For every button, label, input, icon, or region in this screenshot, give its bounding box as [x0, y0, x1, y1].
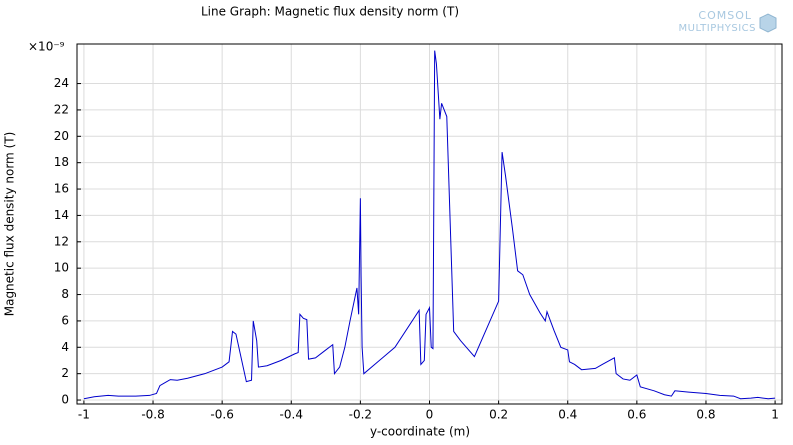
y-tick-label: 4: [61, 340, 69, 354]
x-tick-label: 0.8: [696, 408, 715, 422]
y-tick-label: 2: [61, 366, 69, 380]
y-axis-label: Magnetic flux density norm (T): [3, 132, 17, 317]
x-tick-label: 0.4: [558, 408, 577, 422]
y-tick-label: 14: [54, 208, 69, 222]
logo-icon: [759, 13, 777, 33]
y-tick-label: 16: [54, 182, 69, 196]
x-tick-label: -0.2: [349, 408, 372, 422]
x-tick-label: 1: [771, 408, 779, 422]
x-tick-label: -0.6: [210, 408, 233, 422]
y-multiplier: ×10⁻⁹: [28, 40, 65, 54]
y-tick-label: 18: [54, 155, 69, 169]
x-tick-label: -0.4: [280, 408, 303, 422]
y-tick-label: 10: [54, 261, 69, 275]
logo: COMSOL MULTIPHYSICS: [679, 9, 777, 34]
x-tick-label: 0.2: [489, 408, 508, 422]
y-tick-label: 6: [61, 313, 69, 327]
y-tick-label: 8: [61, 287, 69, 301]
plot-frame: [76, 43, 783, 405]
y-tick-label: 12: [54, 234, 69, 248]
y-tick-label: 22: [54, 102, 69, 116]
x-tick-label: 0.6: [627, 408, 646, 422]
chart-title: Line Graph: Magnetic flux density norm (…: [201, 5, 459, 19]
y-tick-label: 20: [54, 129, 69, 143]
data-line: [83, 50, 776, 400]
x-tick-label: -1: [78, 408, 90, 422]
logo-text: MULTIPHYSICS: [679, 23, 756, 34]
x-tick-label: 0: [426, 408, 434, 422]
x-axis-label: y-coordinate (m): [370, 425, 470, 439]
y-tick-label: 24: [54, 76, 69, 90]
logo-text: COMSOL: [698, 9, 752, 22]
y-tick-label: 0: [61, 393, 69, 407]
x-tick-label: -0.8: [141, 408, 164, 422]
